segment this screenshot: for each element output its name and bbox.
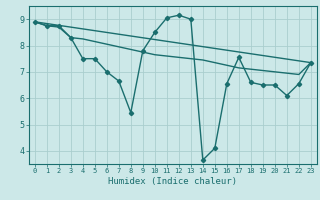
X-axis label: Humidex (Indice chaleur): Humidex (Indice chaleur) (108, 177, 237, 186)
